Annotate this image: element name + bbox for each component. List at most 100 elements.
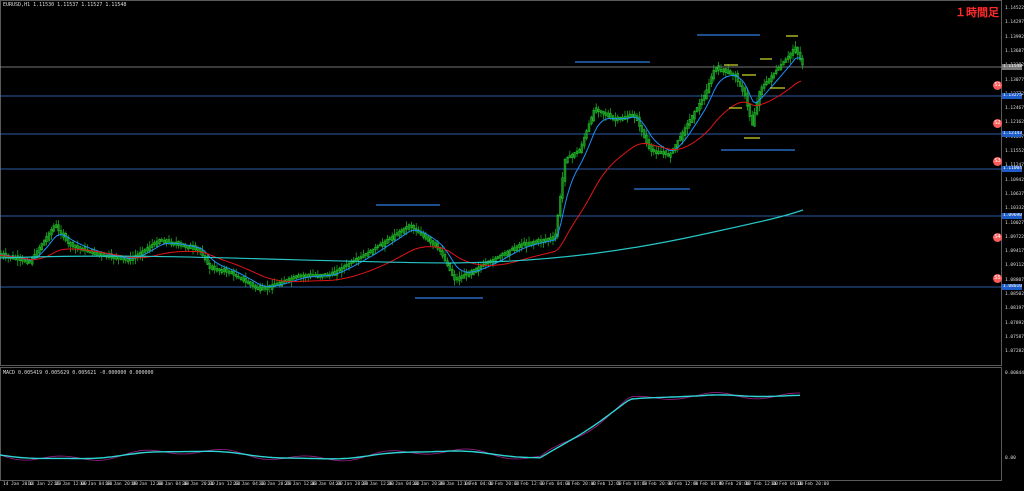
candle-body — [664, 150, 668, 156]
candle-body — [794, 46, 797, 53]
level-price-box: 1.12143 — [1002, 131, 1022, 137]
candle-body — [513, 246, 516, 252]
candle-body — [47, 232, 51, 241]
candle-body — [654, 150, 658, 154]
candle-body — [230, 270, 233, 275]
level-price-box: 1.08010 — [1002, 284, 1022, 290]
candle-body — [239, 277, 243, 281]
level-marker-circle: S3 — [993, 157, 1002, 166]
price-tick-label: 1.07892 — [1005, 320, 1024, 326]
candle-body — [35, 250, 39, 259]
candle-body — [335, 269, 339, 276]
candle-body — [580, 143, 584, 153]
candle-body — [558, 196, 562, 217]
candle-body — [366, 251, 370, 258]
price-chart-area[interactable] — [0, 0, 1002, 491]
candle-body — [443, 253, 447, 262]
candle-body — [786, 55, 790, 60]
candle-body — [74, 244, 77, 249]
candle-body — [151, 243, 154, 248]
macd-main-line — [0, 394, 801, 460]
candle-body — [599, 110, 603, 114]
candle-body — [549, 237, 552, 241]
candle-body — [431, 240, 435, 246]
candle-body — [566, 157, 569, 164]
price-tick-label: 1.11552 — [1005, 149, 1024, 154]
candle-body — [57, 224, 60, 232]
candle-body — [522, 241, 526, 246]
candle-body — [592, 110, 596, 122]
ma-slow-line — [0, 209, 804, 264]
candle-body — [611, 115, 615, 121]
candle-body — [496, 256, 499, 259]
time-tick-label: 5 Feb 04:00 — [617, 482, 648, 487]
candle-body — [698, 103, 701, 111]
candle-body — [184, 245, 187, 249]
candle-body — [798, 51, 802, 60]
price-tick-label: 1.14297 — [1005, 20, 1024, 26]
candle-body — [83, 246, 87, 252]
candle-body — [743, 87, 747, 97]
candle-body — [292, 276, 295, 280]
time-tick-label: 21 Jan 12:00 — [207, 482, 241, 487]
symbol-header: EURUSD,H1 1.11530 1.11537 1.11527 1.1154… — [3, 2, 127, 8]
candle-body — [402, 227, 406, 234]
time-tick-label: 22 Jan 04:00 — [233, 482, 266, 487]
candle-body — [247, 280, 250, 285]
level-price-box: 1.11004 — [1002, 166, 1022, 172]
candle-body — [527, 241, 531, 246]
candle-body — [182, 243, 185, 248]
candle-body — [400, 229, 403, 233]
candle-body — [436, 243, 439, 250]
time-tick-label: 3 Feb 04:00 — [540, 482, 571, 487]
candle-body — [419, 232, 423, 236]
time-tick-label: 4 Feb 12:00 — [591, 482, 622, 487]
candle-body — [556, 214, 560, 237]
candle-body — [371, 248, 375, 255]
price-scale[interactable]: 1.145221.142971.139921.136871.133821.130… — [1002, 0, 1024, 491]
time-tick-label: 11 Feb 04:00 — [771, 482, 804, 487]
level-price-box: 1.09690 — [1002, 213, 1022, 219]
candle-body — [453, 274, 456, 281]
level-marker-circle: S1 — [993, 81, 1002, 90]
time-axis[interactable]: 14 Jan 2016 14 Jan 22:00 15 Jan 12:00 18 Ja… — [0, 481, 1002, 491]
price-tick-label: 1.10027 — [1005, 220, 1024, 226]
time-tick-label: 10 Feb 12:00 — [745, 482, 778, 487]
candle-body — [28, 260, 31, 264]
price-tick-label: 1.12467 — [1005, 106, 1024, 112]
price-tick-label: 1.11247 — [1005, 163, 1024, 168]
candle-body — [767, 78, 771, 84]
price-tick-label: 1.10332 — [1005, 206, 1024, 212]
candle-body — [515, 245, 519, 252]
candle-body — [359, 255, 363, 259]
candle-body — [537, 239, 540, 243]
time-tick-label: 14 Jan 2016 — [3, 482, 33, 487]
candle-body — [662, 151, 665, 155]
price-tick-label: 1.10942 — [1005, 177, 1024, 183]
candle-body — [705, 89, 708, 100]
ma-fast-line — [0, 57, 802, 287]
candle-body — [93, 251, 96, 256]
candle-body — [297, 274, 300, 278]
candle-body — [191, 244, 195, 250]
candle-body — [235, 273, 238, 278]
candle-body — [215, 268, 219, 272]
candle-body — [362, 254, 365, 259]
candle-body — [570, 153, 574, 158]
time-tick-label: 11 Feb 20:00 — [796, 482, 830, 487]
candle-body — [640, 125, 644, 133]
candle-body — [693, 111, 696, 120]
candle-body — [333, 271, 336, 276]
candle-body — [508, 249, 511, 256]
time-tick-label: 26 Jan 04:00 — [310, 482, 343, 487]
candle-body — [710, 76, 713, 85]
candle-body — [465, 272, 468, 276]
candle-body — [270, 284, 274, 290]
price-tick-label: 1.07587 — [1005, 334, 1024, 340]
macd-signal-line — [0, 392, 800, 462]
candle-body — [590, 116, 593, 125]
candle-body — [158, 239, 161, 245]
candle-body — [561, 177, 564, 199]
candle-body — [690, 115, 694, 124]
